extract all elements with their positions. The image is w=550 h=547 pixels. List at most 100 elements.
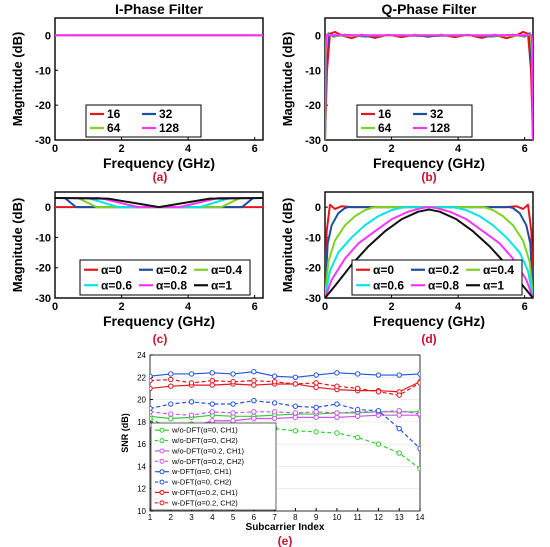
legend-box: [85, 104, 202, 138]
x-tick-label: 8: [293, 513, 298, 522]
legend: α=0 α=0.2 α=0.4 α=0.6 α=0.8 α=1: [79, 259, 251, 296]
data-point: [150, 405, 153, 412]
legend-box: [150, 422, 277, 511]
legend-marker: [159, 500, 165, 506]
legend: α=0 α=0.2 α=0.4 α=0.6 α=0.8 α=1: [351, 259, 523, 296]
legend: 16 32 64 128: [356, 104, 473, 138]
panel-a: 0 2 4 6 0 -10 -20 -30 I-Phase Filter Frequency (G…: [10, 1, 264, 184]
y-tick-label: -20: [305, 100, 321, 112]
x-tick-label: 2: [118, 301, 124, 313]
data-point: [188, 399, 195, 405]
x-tick-label: 6: [522, 143, 528, 155]
panel-tag: (b): [421, 170, 436, 184]
data-point: [334, 401, 340, 407]
series-line-4: [325, 206, 533, 298]
y-tick-label: 14: [137, 462, 146, 471]
x-tick-label: 2: [388, 143, 394, 155]
legend-entry: w/o-DFT(α=0, CH2): [171, 436, 238, 445]
y-tick-label: 0: [315, 202, 321, 214]
panel-tag: (e): [278, 534, 293, 547]
data-point: [313, 409, 319, 415]
legend-entry: w/o-DFT(α=0.2, CH1): [171, 446, 245, 455]
legend-entry: α=0.4: [483, 263, 514, 277]
legend-marker: [159, 427, 165, 433]
data-point: [334, 383, 340, 389]
legend-entry: α=1: [211, 278, 232, 292]
data-point: [375, 389, 382, 395]
data-point: [396, 372, 402, 378]
data-point: [354, 406, 361, 413]
data-point: [251, 382, 257, 388]
series-group: [55, 197, 263, 209]
y-tick-label: -10: [305, 232, 321, 244]
legend-marker: [159, 458, 165, 464]
legend-entry: α=0.6: [373, 278, 404, 292]
y-tick-label: 22: [137, 373, 146, 382]
data-point: [271, 415, 278, 422]
y-tick-label: -10: [35, 65, 51, 77]
x-axis-label: Subcarrier Index: [246, 522, 325, 533]
data-point: [334, 410, 340, 416]
plot-frame: [324, 191, 534, 299]
y-tick-label: 0: [45, 202, 51, 214]
data-point: [292, 410, 299, 416]
data-point: [396, 425, 402, 432]
legend-box: [351, 259, 523, 296]
data-point: [168, 371, 174, 377]
panel-tag: (d): [421, 332, 436, 346]
chart-title: I-Phase Filter: [115, 1, 203, 17]
data-point: [209, 418, 216, 424]
legend-entry: w-DFT(α=0.2, CH1): [171, 488, 238, 497]
data-point: [334, 414, 340, 421]
x-tick-label: 2: [388, 301, 394, 313]
data-point: [375, 372, 382, 378]
legend-box: [79, 259, 251, 296]
y-tick-label: -30: [305, 293, 321, 305]
series-line-3: [325, 34, 533, 140]
legend: w/o-DFT(α=0, CH1)w/o-DFT(α=0, CH2)w/o-DF…: [150, 422, 277, 511]
x-axis-label: Frequency (GHz): [103, 313, 215, 329]
data-point: [354, 434, 361, 441]
data-point: [334, 370, 340, 376]
data-point: [150, 373, 153, 379]
x-tick-label: 0: [322, 301, 328, 313]
y-tick-label: -10: [305, 65, 321, 77]
data-point: [396, 408, 402, 414]
legend-entry: α=0.8: [428, 278, 459, 292]
data-point: [150, 385, 153, 392]
data-point: [396, 450, 402, 456]
legend-entry: w/o-DFT(α=0, CH1): [171, 426, 238, 435]
data-point: [251, 409, 257, 415]
x-axis-label: Frequency (GHz): [373, 313, 485, 329]
y-axis-label: Magnitude (dB): [10, 32, 25, 127]
data-point: [251, 397, 257, 404]
data-point: [209, 377, 216, 384]
x-tick-label: 3: [189, 513, 194, 522]
data-point: [354, 413, 361, 419]
x-tick-label: 1: [148, 513, 153, 522]
data-point: [230, 418, 236, 424]
y-tick-label: 16: [137, 440, 146, 449]
data-point: [334, 430, 340, 436]
data-point: [150, 415, 153, 422]
y-tick-label: 10: [137, 507, 146, 516]
data-point: [292, 428, 299, 434]
legend-entry: 128: [159, 121, 179, 135]
data-point: [417, 380, 420, 386]
data-point: [188, 412, 195, 418]
x-tick-label: 6: [252, 143, 258, 155]
x-tick-label: 2: [118, 143, 124, 155]
x-tick-label: 5: [231, 513, 236, 522]
data-point: [292, 403, 299, 409]
data-point: [230, 410, 236, 416]
data-point: [230, 401, 236, 407]
y-axis-label: Magnitude (dB): [10, 198, 25, 293]
legend-entry: w-DFT(α=0, CH1): [171, 467, 232, 476]
series-line-6: [150, 381, 420, 393]
x-tick-label: 13: [395, 513, 404, 522]
y-tick-label: -10: [35, 232, 51, 244]
legend-entry: 64: [378, 121, 392, 135]
data-point: [417, 445, 420, 452]
legend-entry: 16: [378, 107, 392, 121]
data-point: [230, 371, 236, 377]
